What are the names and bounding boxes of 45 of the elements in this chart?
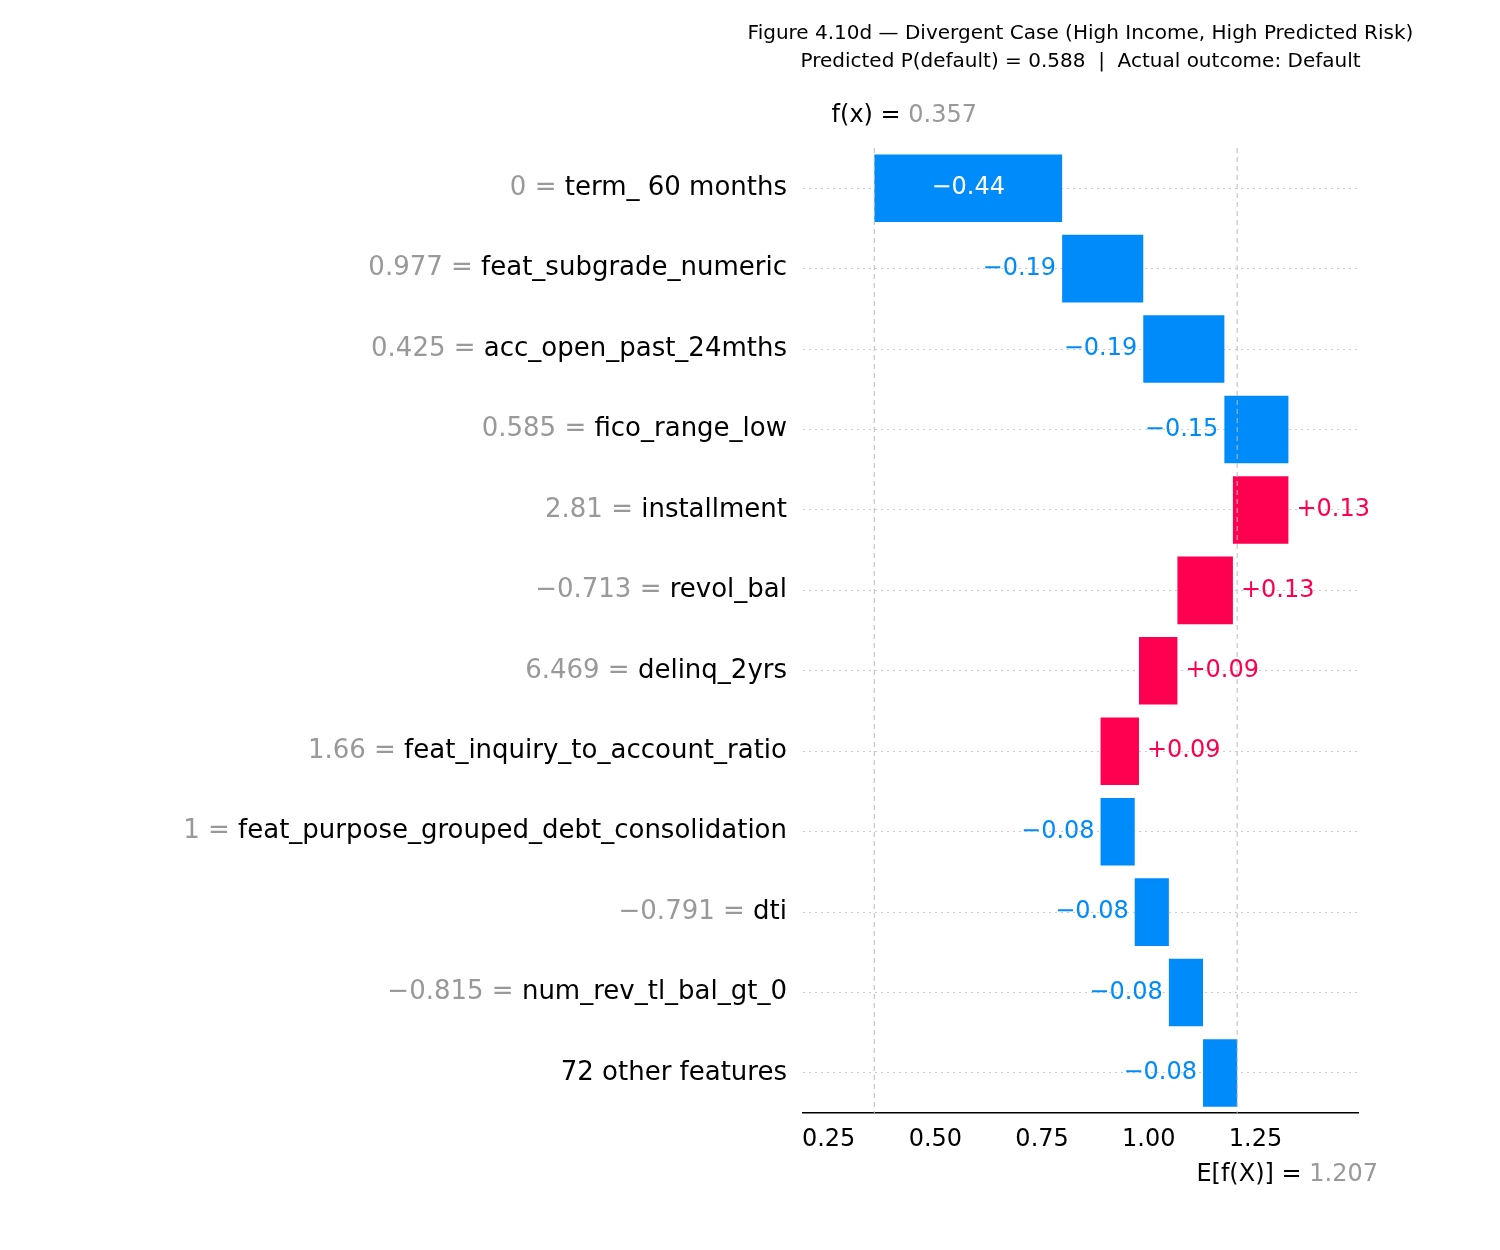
data-label: +0.09	[1185, 655, 1259, 684]
chart-title: Figure 4.10d — Divergent Case (High Income, High Predicted Risk)	[747, 20, 1414, 45]
x-tick-label: 0.50	[908, 1123, 963, 1152]
bar	[1138, 637, 1178, 705]
y-tick-label: 1.66 = feat_inquiry_to_account_ratio	[307, 734, 787, 764]
data-label: −0.08	[1021, 815, 1095, 844]
y-tick-label: 6.469 = delinq_2yrs	[525, 653, 787, 684]
y-tick-label: 72 other features	[560, 1055, 787, 1086]
bar	[1168, 958, 1204, 1027]
bar	[1224, 395, 1289, 464]
y-tick-label: −0.713 = revol_bal	[535, 573, 787, 604]
data-label: −0.08	[1123, 1057, 1198, 1086]
bar	[1177, 556, 1233, 625]
bar	[1134, 878, 1169, 946]
data-label: −0.19	[1063, 333, 1138, 362]
data-label: +0.09	[1146, 735, 1221, 764]
data-label: −0.08	[1089, 976, 1163, 1005]
data-label: −0.15	[1144, 413, 1219, 442]
x-tick-label: 1.25	[1228, 1123, 1283, 1152]
y-tick-label: −0.791 = dti	[618, 894, 787, 925]
data-label: +0.13	[1296, 494, 1370, 523]
x-tick-label: 1.00	[1122, 1123, 1176, 1152]
y-tick-label: 0 = term_ 60 months	[509, 170, 787, 201]
bar	[1100, 717, 1139, 786]
ref-line-label: E[f(X)] = 1.207	[1196, 1159, 1378, 1188]
bar	[1232, 476, 1289, 544]
y-tick-label: −0.815 = num_rev_tl_bal_gt_0	[387, 975, 788, 1006]
y-tick-label: 2.81 = installment	[544, 492, 788, 523]
chart-subtitle: Predicted P(default) = 0.588 | Actual outcome: Default	[800, 48, 1361, 73]
bar	[1203, 1039, 1238, 1107]
bar	[1062, 234, 1144, 303]
bar	[874, 154, 1063, 222]
data-label: −0.44	[931, 172, 1005, 201]
data-label: −0.19	[982, 252, 1057, 281]
y-tick-label: 1 = feat_purpose_grouped_debt_consolidation	[183, 814, 787, 845]
x-tick-label: 0.25	[801, 1123, 856, 1152]
ref-line-label: f(x) = 0.357	[831, 100, 978, 129]
y-tick-label: 0.585 = fico_range_low	[481, 412, 787, 443]
y-tick-label: 0.977 = feat_subgrade_numeric	[368, 251, 787, 282]
data-label: −0.08	[1055, 896, 1129, 925]
bar	[1100, 797, 1135, 866]
x-tick-label: 0.75	[1015, 1123, 1069, 1152]
data-label: +0.13	[1240, 574, 1315, 603]
y-tick-label: 0.425 = acc_open_past_24mths	[371, 331, 787, 362]
bar	[1143, 315, 1225, 383]
